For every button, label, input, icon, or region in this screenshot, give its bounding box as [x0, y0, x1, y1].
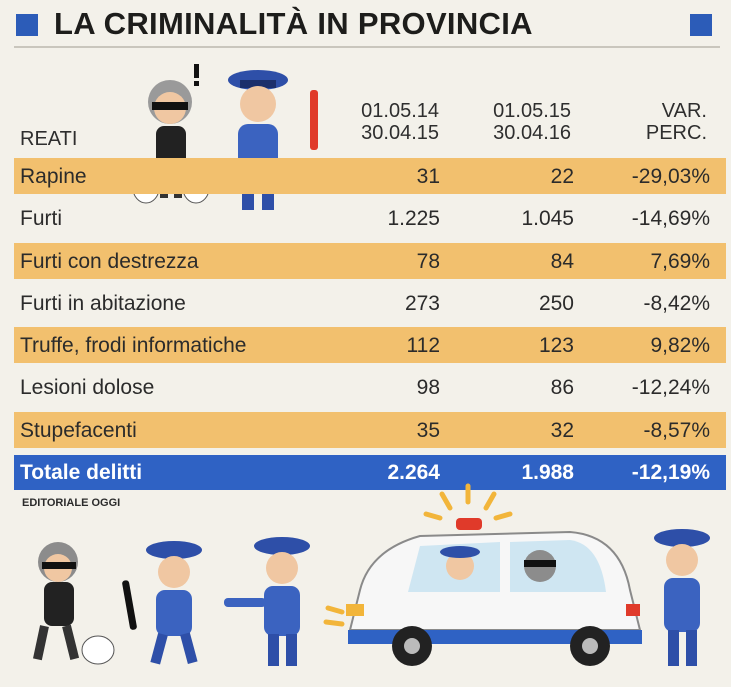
row-variation: -29,03% [631, 165, 710, 188]
row-name: Rapine [20, 165, 87, 188]
title-square-right [690, 14, 712, 36]
title-divider [14, 46, 720, 48]
row-variation: 9,82% [650, 334, 710, 357]
header-reati: REATI [20, 128, 78, 150]
row-value-period1: 98 [416, 376, 440, 399]
row-value-period1: 78 [416, 250, 440, 273]
table-row: Lesioni dolose 98 86 -12,24% [14, 369, 726, 405]
row-variation: 7,69% [650, 250, 710, 273]
row-value-period2: 250 [538, 292, 574, 315]
bottom-chase-illustration [33, 483, 710, 666]
header-col3-line2: PERC. [645, 122, 707, 144]
table-row: Furti con destrezza 78 84 7,69% [14, 243, 726, 279]
total-value-period1: 2.264 [387, 461, 440, 484]
credit: EDITORIALE OGGI [22, 497, 121, 509]
row-value-period2: 123 [538, 334, 574, 357]
table-row: Truffe, frodi informatiche 112 123 9,82% [14, 327, 726, 363]
row-value-period2: 32 [550, 419, 574, 442]
total-variation: -12,19% [631, 461, 710, 484]
row-value-period1: 35 [416, 419, 440, 442]
header-col2-line1: 01.05.15 [493, 100, 571, 122]
thief-and-police-illustration [132, 64, 318, 210]
total-row: Totale delitti 2.264 1.988 -12,19% [14, 455, 726, 490]
row-variation: -12,24% [631, 376, 710, 399]
title-square-left [16, 14, 38, 36]
table-row: Stupefacenti 35 32 -8,57% [14, 412, 726, 448]
total-name: Totale delitti [20, 461, 143, 484]
table-row: Furti in abitazione 273 250 -8,42% [14, 285, 726, 321]
row-name: Furti in abitazione [20, 292, 186, 315]
row-value-period2: 86 [550, 376, 574, 399]
header-col2: 01.05.15 30.04.16 [493, 100, 571, 144]
row-name: Furti con destrezza [20, 250, 199, 273]
row-value-period2: 1.045 [521, 207, 574, 230]
row-name: Lesioni dolose [20, 376, 155, 399]
total-value-period2: 1.988 [521, 461, 574, 484]
header-col3: VAR. PERC. [646, 100, 707, 144]
row-value-period1: 273 [404, 292, 440, 315]
header-col2-line2: 30.04.16 [493, 122, 571, 144]
row-value-period1: 31 [416, 165, 440, 188]
row-name: Furti [20, 207, 62, 230]
row-value-period1: 112 [406, 334, 440, 357]
title-bar: LA CRIMINALITÀ IN PROVINCIA [14, 6, 720, 42]
row-name: Stupefacenti [20, 419, 137, 442]
row-variation: -14,69% [631, 207, 710, 230]
page-title: LA CRIMINALITÀ IN PROVINCIA [54, 6, 533, 41]
header-col3-line1: VAR. [661, 100, 707, 122]
header-col1-line1: 01.05.14 [361, 100, 439, 122]
table-row: Rapine 31 22 -29,03% [14, 158, 726, 194]
header-col1-line2: 30.04.15 [361, 122, 439, 144]
row-variation: -8,42% [643, 292, 710, 315]
row-value-period2: 84 [550, 250, 574, 273]
header-col1: 01.05.14 30.04.15 [361, 100, 439, 144]
table-row: Furti 1.225 1.045 -14,69% [14, 200, 726, 236]
row-value-period2: 22 [550, 165, 574, 188]
row-value-period1: 1.225 [387, 207, 440, 230]
row-name: Truffe, frodi informatiche [20, 334, 247, 357]
row-variation: -8,57% [643, 419, 710, 442]
